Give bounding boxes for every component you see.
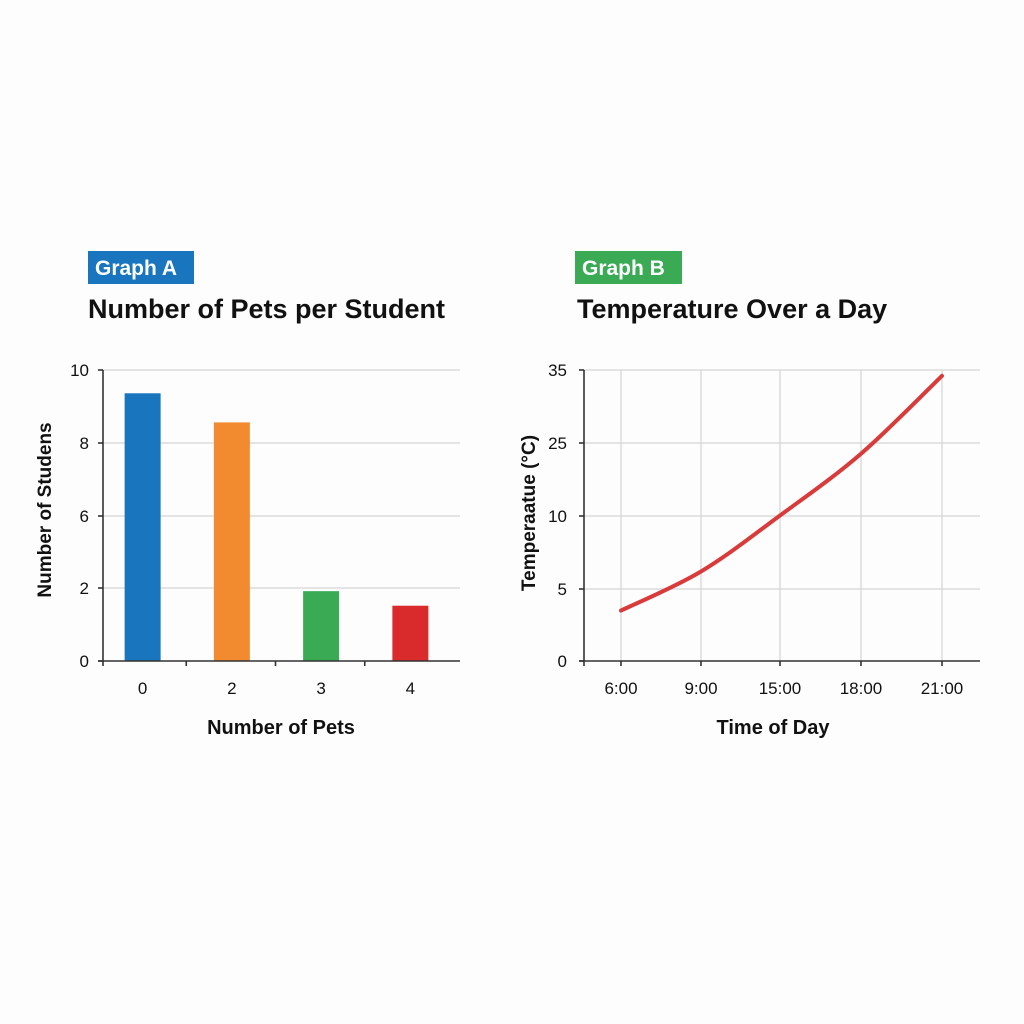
graph-b-temperature-line xyxy=(619,373,944,613)
graph-a-y-axis-label: Number of Studens xyxy=(35,422,56,597)
graph-a-bar xyxy=(392,605,429,661)
graph-a-x-tick-label: 0 xyxy=(138,679,147,698)
graph-a-bar xyxy=(213,422,250,661)
graph-a-x-tick-label: 3 xyxy=(316,679,325,698)
graph-b-y-tick-label: 5 xyxy=(558,580,567,599)
graph-a-x-tick-label: 2 xyxy=(227,679,236,698)
graph-a-badge xyxy=(88,251,194,284)
graph-b-x-tick-label: 15:00 xyxy=(759,679,802,698)
graph-b: Graph B Temperature Over a Day 05102535 … xyxy=(519,251,980,739)
graph-b-badge-label: Graph B xyxy=(582,257,665,280)
graph-b-x-tick-label: 21:00 xyxy=(921,679,964,698)
graph-b-title: Temperature Over a Day xyxy=(577,294,887,324)
graph-b-y-tick-label: 35 xyxy=(548,361,567,380)
graph-a-gridlines xyxy=(103,369,460,589)
graph-a-bar xyxy=(303,591,340,661)
graph-a-y-tick-label: 6 xyxy=(80,507,89,526)
graph-b-x-axis-label: Time of Day xyxy=(717,717,831,739)
graph-b-x-tick-label: 18:00 xyxy=(840,679,883,698)
graph-a-badge-label: Graph A xyxy=(95,257,177,280)
graph-a-bar xyxy=(124,393,161,661)
graph-a-x-ticks: 0 2 3 4 xyxy=(138,661,415,698)
graph-a-y-tick-label: 2 xyxy=(80,579,89,598)
graph-b-x-tick-label: 9:00 xyxy=(684,679,717,698)
graph-a: Graph A Number of Pets per Student 0 2 6 8 1… xyxy=(35,251,460,739)
graph-b-y-tick-label: 25 xyxy=(548,434,567,453)
graph-b-y-tick-label: 10 xyxy=(548,507,567,526)
graph-a-x-axis-label: Number of Pets xyxy=(207,717,355,739)
graph-b-x-ticks: 6:00 9:00 15:00 18:00 21:00 xyxy=(604,661,963,698)
graph-b-x-tick-label: 6:00 xyxy=(604,679,637,698)
graph-a-y-tick-label: 10 xyxy=(70,361,89,380)
graph-a-bars xyxy=(124,393,429,661)
graph-a-x-tick-label: 4 xyxy=(406,679,415,698)
graph-a-y-tick-label: 0 xyxy=(80,652,89,671)
graph-a-y-tick-label: 8 xyxy=(80,434,89,453)
graph-a-title: Number of Pets per Student xyxy=(88,294,445,324)
graph-b-y-tick-label: 0 xyxy=(558,652,567,671)
graph-b-badge xyxy=(575,251,682,284)
graph-a-y-ticks: 0 2 6 8 10 xyxy=(70,361,103,671)
graph-b-y-ticks: 0 5 10 25 35 xyxy=(548,361,584,671)
graph-b-y-axis-label: Temperaatue (°C) xyxy=(519,435,540,591)
